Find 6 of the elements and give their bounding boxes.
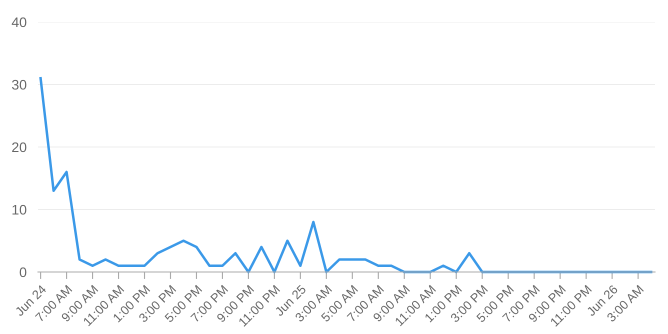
y-tick-label: 20 [12, 142, 26, 152]
line-series [39, 77, 652, 274]
y-tick-label: 0 [20, 267, 26, 278]
y-tick-label: 30 [12, 80, 26, 90]
y-tick-label: 40 [12, 17, 26, 28]
y-tick-label: 10 [12, 204, 26, 215]
